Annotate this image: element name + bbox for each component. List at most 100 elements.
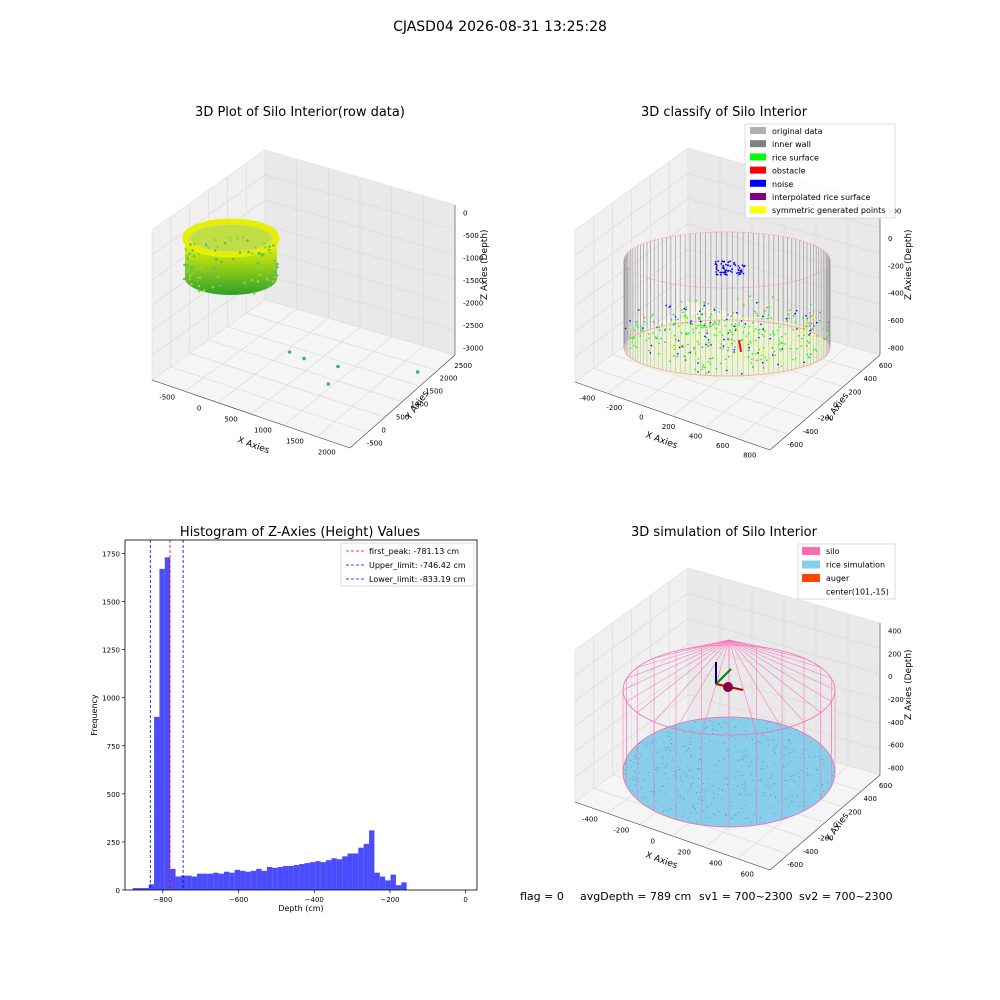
- p2-point: [733, 351, 735, 353]
- p4-rice-point: [788, 806, 789, 808]
- p1-point: [270, 271, 274, 275]
- p2-point: [807, 335, 809, 337]
- p4-rice-point: [690, 787, 692, 789]
- p2-point: [814, 348, 817, 351]
- p3-bar: [401, 882, 407, 890]
- p4-rice-point: [743, 787, 745, 789]
- p2-point: [709, 316, 711, 319]
- p2-point: [702, 366, 704, 368]
- p4-rice-point: [748, 765, 750, 767]
- p4-rice-point: [666, 731, 668, 733]
- p2-noise-point: [742, 272, 745, 275]
- p1-z-tick-label: -500: [463, 232, 479, 240]
- p4-rice-point: [810, 741, 812, 742]
- p4-rice-point: [737, 759, 739, 761]
- p2-noise-point: [738, 267, 741, 269]
- p2-point: [728, 298, 731, 301]
- p2-point: [809, 316, 811, 318]
- p2-point: [635, 321, 638, 324]
- p4-rice-point: [724, 722, 726, 724]
- p2-point: [742, 354, 745, 357]
- p4-rice-point: [714, 814, 716, 816]
- p2-point: [713, 334, 716, 336]
- p1-y-tick-label: 1000: [411, 401, 429, 409]
- p1-point: [197, 276, 200, 279]
- p2-point: [698, 306, 701, 308]
- p4-rice-point: [647, 742, 649, 744]
- p2-point: [797, 327, 800, 330]
- p2-legend-label: rice surface: [772, 153, 819, 162]
- p2-point: [808, 322, 810, 324]
- p2-point: [771, 296, 774, 298]
- p4-rice-point: [785, 754, 786, 755]
- p2-point: [734, 346, 736, 348]
- status-avg-depth: avgDepth = 789 cm: [580, 890, 691, 903]
- p2-point: [809, 329, 811, 332]
- p1-point: [204, 243, 208, 247]
- p2-point: [735, 327, 737, 330]
- p1-y-tick-label: 2000: [440, 375, 458, 383]
- p2-point: [738, 322, 740, 324]
- p4-rice-point: [638, 758, 640, 760]
- p2-point: [731, 333, 734, 336]
- p2-point: [637, 326, 639, 328]
- p3-bar: [170, 868, 176, 890]
- p4-rice-point: [694, 809, 696, 811]
- p4-rice-point: [799, 802, 801, 804]
- p2-point: [752, 330, 755, 333]
- p4-rice-point: [655, 740, 657, 742]
- p4-z-tick-label: -400: [888, 719, 904, 727]
- p1-point: [189, 274, 192, 277]
- p2-noise-point: [739, 272, 742, 275]
- p1-point: [263, 242, 266, 245]
- p4-rice-point: [701, 788, 703, 790]
- p1-point: [265, 277, 269, 281]
- p2-point: [678, 325, 680, 327]
- p4-rice-point: [655, 769, 656, 770]
- p4-rice-point: [703, 810, 705, 812]
- p2-point: [827, 329, 830, 332]
- p4-rice-point: [774, 764, 776, 766]
- p2-point: [710, 344, 712, 346]
- p4-rice-point: [818, 756, 820, 758]
- p4-y-tick-label: 0: [833, 822, 837, 830]
- p4-rice-point: [715, 807, 717, 809]
- p4-rice-point: [651, 740, 653, 742]
- p2-point: [755, 312, 757, 315]
- p2-point: [794, 312, 796, 315]
- p2-y-tick-label: 0: [833, 402, 837, 410]
- p4-rice-point: [711, 725, 713, 727]
- p4-rice-point: [753, 814, 755, 816]
- p1-point: [271, 280, 275, 283]
- p1-y-tick-label: 0: [381, 426, 385, 434]
- p2-point: [673, 334, 676, 337]
- p2-point: [734, 323, 737, 325]
- p4-rice-point: [807, 805, 809, 806]
- p2-point: [670, 319, 673, 321]
- p4-rice-point: [821, 797, 822, 799]
- p4-z-tick-label: -200: [888, 696, 904, 704]
- p4-rice-point: [764, 807, 766, 809]
- p2-noise-point: [717, 260, 720, 262]
- p2-point: [762, 315, 764, 318]
- p3-bar: [229, 872, 235, 890]
- p2-legend-swatch: [750, 153, 766, 161]
- p2-noise-point: [714, 263, 717, 265]
- p2-point: [703, 304, 706, 307]
- panel-raw-data-3d: 3D Plot of Silo Interior(row data) -5000…: [151, 105, 490, 456]
- p4-silo-roof-rib: [701, 639, 730, 734]
- p3-legend-label: Lower_limit: -833.19 cm: [369, 575, 466, 584]
- p2-noise-point: [738, 271, 740, 274]
- p4-rice-point: [770, 794, 772, 796]
- p2-point: [669, 347, 671, 349]
- p4-rice-point: [651, 757, 653, 759]
- p2-point: [734, 329, 737, 332]
- p4-rice-point: [744, 804, 746, 806]
- p2-point: [760, 323, 762, 326]
- p3-bar: [137, 888, 144, 890]
- p1-point: [213, 266, 216, 270]
- p2-point: [719, 331, 721, 333]
- p1-point: [256, 266, 260, 270]
- p2-point: [710, 358, 712, 360]
